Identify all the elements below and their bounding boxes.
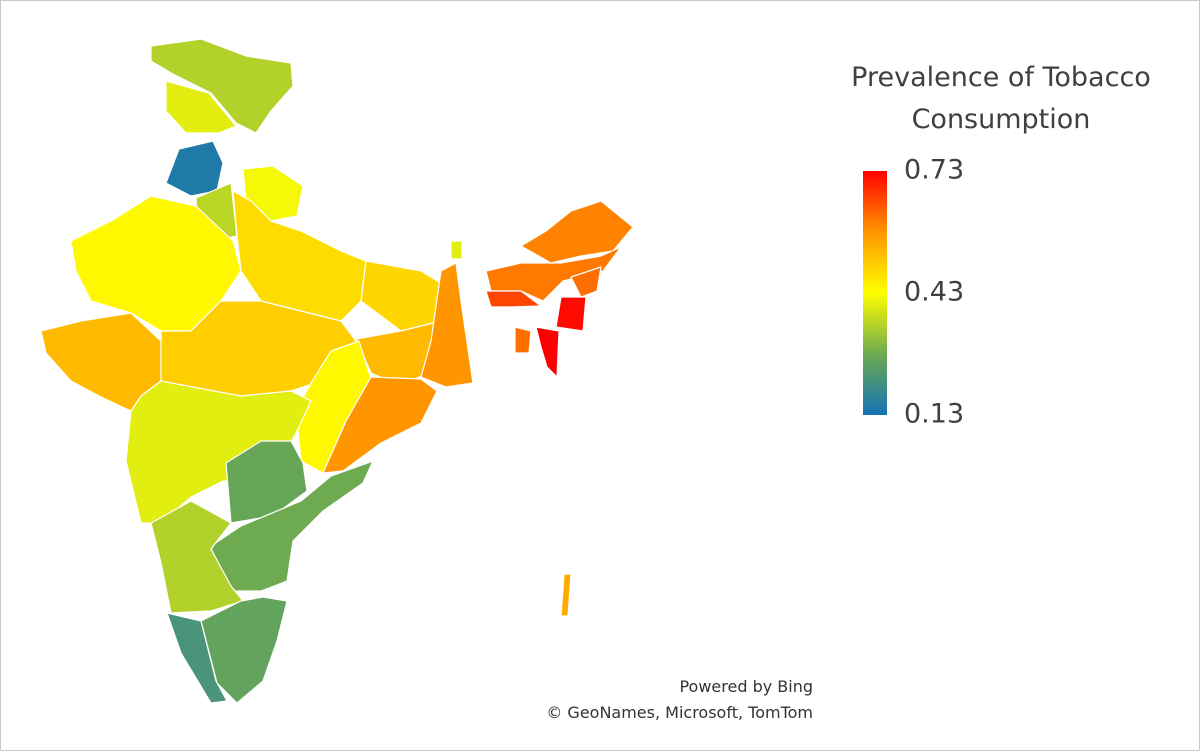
state-region	[560, 573, 572, 617]
color-scale	[863, 171, 887, 415]
state-region	[420, 262, 474, 388]
state-region	[200, 596, 288, 704]
legend-title: Prevalence of Tobacco Consumption	[851, 62, 1151, 135]
state-region	[165, 140, 224, 197]
regions	[40, 38, 634, 704]
legend-max: 0.73	[904, 155, 964, 186]
state-region	[150, 500, 244, 614]
state-region	[485, 290, 542, 308]
state-region	[360, 260, 447, 332]
legend-mid: 0.43	[904, 277, 964, 308]
legend-min: 0.13	[904, 399, 964, 430]
state-region	[514, 326, 532, 354]
state-region	[450, 240, 463, 260]
powered-by: Powered by Bing	[679, 677, 813, 696]
state-region	[570, 266, 602, 298]
state-region	[225, 440, 308, 524]
state-region	[555, 296, 587, 332]
state-region	[165, 80, 237, 134]
state-region	[535, 326, 560, 378]
state-region	[150, 38, 294, 134]
state-region	[520, 200, 634, 264]
state-region	[322, 376, 438, 474]
map-credits: © GeoNames, Microsoft, TomTom	[546, 703, 813, 722]
